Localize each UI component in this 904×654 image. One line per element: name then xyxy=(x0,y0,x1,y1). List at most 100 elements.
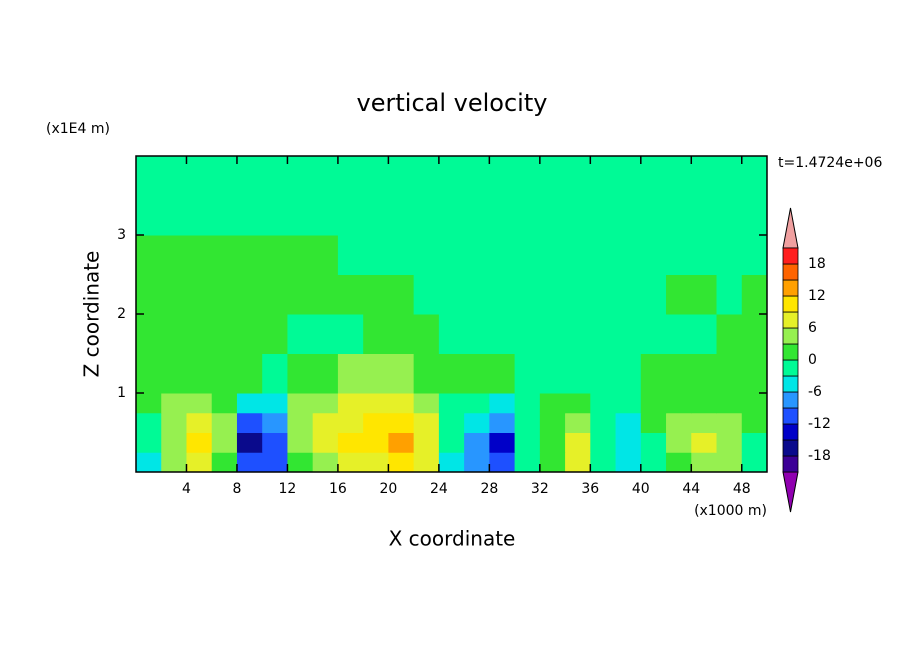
contour-cell xyxy=(438,452,465,473)
contour-cell xyxy=(615,393,642,414)
contour-cell xyxy=(590,412,617,433)
contour-cell xyxy=(413,274,440,315)
contour-cell xyxy=(363,353,389,394)
contour-cell xyxy=(666,314,692,354)
contour-cell xyxy=(363,393,389,414)
contour-cell xyxy=(640,432,667,453)
colorbar-tick-label: -18 xyxy=(808,448,831,464)
contour-cell xyxy=(211,452,238,473)
contour-cell xyxy=(438,432,465,453)
contour-cell xyxy=(136,452,162,473)
contour-cell xyxy=(161,393,187,414)
colorbar-tick-label: 0 xyxy=(808,352,817,368)
contour-cell xyxy=(236,235,263,275)
x-tick-label: 24 xyxy=(430,481,448,497)
x-unit: (x1000 m) xyxy=(694,503,767,519)
contour-cell xyxy=(186,274,213,315)
contour-cell xyxy=(666,452,692,473)
contour-cell xyxy=(363,432,389,453)
contour-cell xyxy=(565,393,591,414)
contour-cell xyxy=(514,353,541,394)
colorbar-tick-label: 6 xyxy=(808,320,817,336)
contour-cell xyxy=(464,274,490,315)
contour-cell xyxy=(464,432,490,453)
contour-cell xyxy=(741,432,768,453)
contour-cell xyxy=(236,353,263,394)
contour-cell xyxy=(262,393,288,414)
contour-cell xyxy=(640,274,667,315)
contour-cell xyxy=(565,353,591,394)
contour-cell xyxy=(312,393,339,414)
contour-cell xyxy=(565,412,591,433)
colorbar-extension-high xyxy=(782,207,799,249)
x-tick-label: 28 xyxy=(480,481,498,497)
colorbar-bin xyxy=(782,327,799,345)
contour-cell xyxy=(186,156,213,236)
contour-cell xyxy=(615,353,642,394)
contour-cell xyxy=(186,432,213,453)
contour-cell xyxy=(363,235,389,275)
contour-cell xyxy=(514,235,541,275)
contour-cell xyxy=(489,353,516,394)
contour-cell xyxy=(514,156,541,236)
contour-cell xyxy=(161,353,187,394)
contour-cell xyxy=(413,412,440,433)
contour-cell xyxy=(615,235,642,275)
contour-cell xyxy=(590,452,617,473)
contour-cell xyxy=(161,235,187,275)
x-tick-label: 48 xyxy=(733,481,751,497)
colorbar-bin xyxy=(782,247,799,265)
contour-cell xyxy=(640,452,667,473)
contour-cell xyxy=(363,156,389,236)
contour-cell xyxy=(691,452,718,473)
contour-cell xyxy=(337,432,364,453)
contour-cell xyxy=(691,412,718,433)
contour-cell xyxy=(640,156,667,236)
contour-cell xyxy=(312,156,339,236)
contour-cell xyxy=(590,393,617,414)
contour-cell xyxy=(716,156,743,236)
contour-cell xyxy=(539,274,566,315)
contour-cell xyxy=(161,452,187,473)
contour-cell xyxy=(590,156,617,236)
contour-cell xyxy=(161,314,187,354)
contour-cell xyxy=(186,452,213,473)
contour-cell xyxy=(539,353,566,394)
contour-cell xyxy=(136,156,162,236)
x-tick-label: 8 xyxy=(232,481,241,497)
contour-cell xyxy=(590,432,617,453)
contour-cell xyxy=(514,393,541,414)
contour-cell xyxy=(312,274,339,315)
chart-title: vertical velocity xyxy=(357,89,548,117)
contour-cell xyxy=(337,412,364,433)
contour-cell xyxy=(514,432,541,453)
contour-cell xyxy=(464,452,490,473)
contour-cell xyxy=(388,353,415,394)
contour-cell xyxy=(287,274,314,315)
contour-cell xyxy=(337,393,364,414)
colorbar-bin xyxy=(782,455,799,473)
contour-cell xyxy=(741,412,768,433)
contour-cell xyxy=(312,432,339,453)
contour-cell xyxy=(161,156,187,236)
contour-cell xyxy=(640,412,667,433)
contour-cell xyxy=(337,274,364,315)
contour-cell xyxy=(741,274,768,315)
contour-cell xyxy=(666,412,692,433)
contour-cell xyxy=(211,274,238,315)
x-axis-label: X coordinate xyxy=(389,527,516,551)
contour-cell xyxy=(464,393,490,414)
contour-cell xyxy=(236,412,263,433)
contour-cell xyxy=(539,393,566,414)
colorbar-bin xyxy=(782,375,799,393)
contour-cell xyxy=(565,274,591,315)
contour-cell xyxy=(615,314,642,354)
contour-cell xyxy=(388,393,415,414)
contour-cell xyxy=(262,314,288,354)
contour-cell xyxy=(565,235,591,275)
contour-cell xyxy=(489,235,516,275)
colorbar-tick-label: 18 xyxy=(808,256,826,272)
contour-cell xyxy=(666,156,692,236)
contour-cell xyxy=(388,432,415,453)
